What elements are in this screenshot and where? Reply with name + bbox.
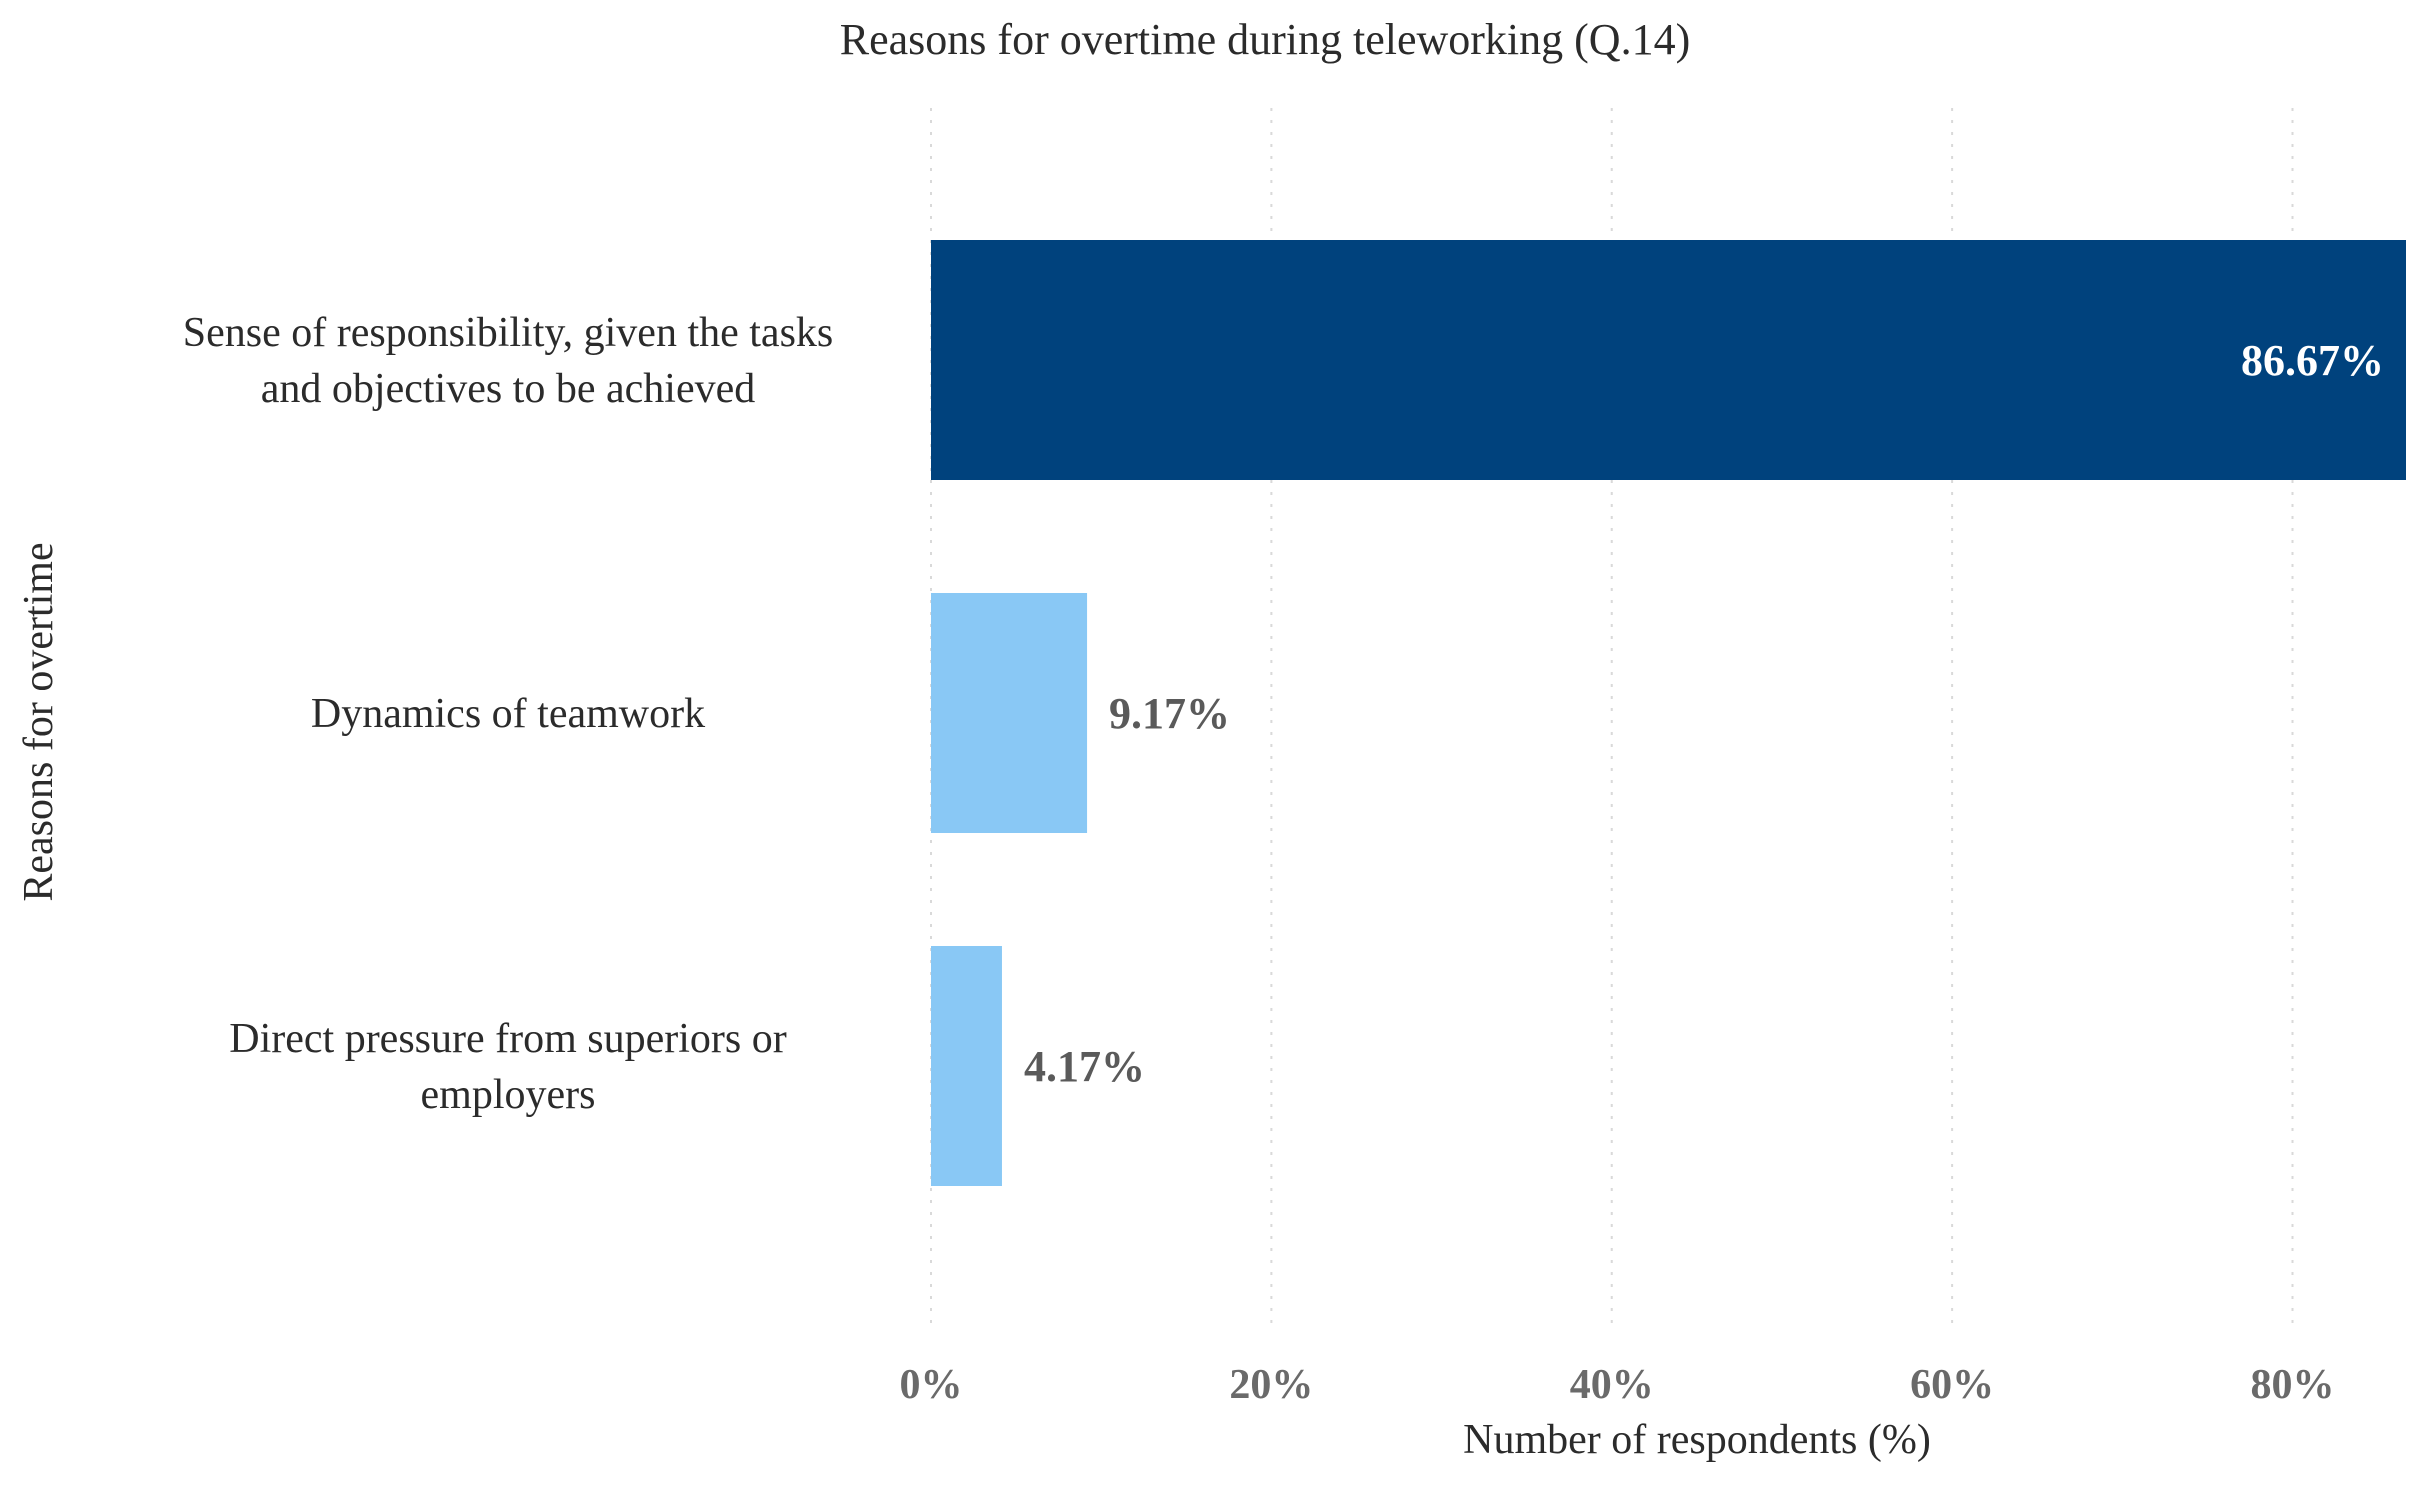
category-label-0: Sense of responsibility, given the tasks… (183, 310, 834, 412)
y-axis-label: Reasons for overtime (16, 542, 62, 901)
bar-2 (931, 946, 1002, 1186)
category-label-0-line-1: and objectives to be achieved (261, 366, 755, 412)
x-tick-label-1: 20% (1229, 1362, 1313, 1408)
category-label-2-line-1: employers (421, 1072, 596, 1118)
x-tick-label-2: 40% (1570, 1362, 1654, 1408)
bars (931, 240, 2406, 1186)
data-labels: 86.67% 9.17% 4.17% (1024, 336, 2384, 1091)
data-label-2: 4.17% (1024, 1042, 1145, 1091)
category-label-1: Dynamics of teamwork (311, 691, 705, 737)
category-label-2: Direct pressure from superiors or employe… (229, 1016, 786, 1118)
category-label-2-line-0: Direct pressure from superiors or (229, 1016, 786, 1062)
bar-1 (931, 593, 1088, 833)
category-label-1-line-0: Dynamics of teamwork (311, 691, 705, 737)
category-label-0-line-0: Sense of responsibility, given the tasks (183, 310, 834, 356)
category-labels: Sense of responsibility, given the tasks… (183, 310, 834, 1118)
x-axis-label: Number of respondents (%) (1463, 1417, 1931, 1463)
chart-title: Reasons for overtime during teleworking … (840, 15, 1690, 64)
data-label-1: 9.17% (1109, 689, 1230, 738)
x-tick-label-4: 80% (2250, 1362, 2334, 1408)
x-tick-label-0: 0% (900, 1362, 963, 1408)
x-tick-labels: 0% 20% 40% 60% 80% (900, 1362, 2335, 1408)
x-tick-label-3: 60% (1910, 1362, 1994, 1408)
data-label-0: 86.67% (2241, 336, 2384, 385)
bar-0 (931, 240, 2406, 480)
